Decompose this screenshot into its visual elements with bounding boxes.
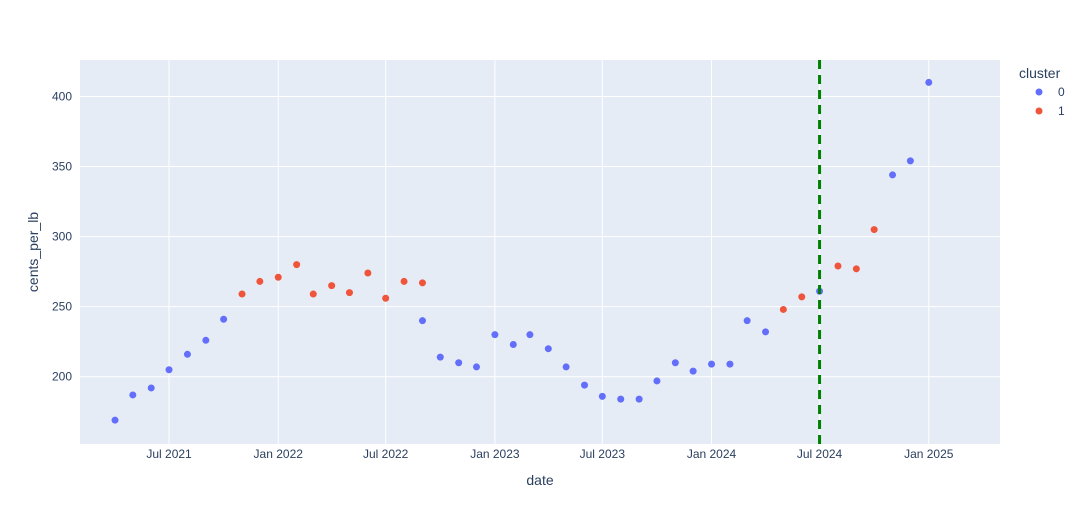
y-tick-label: 300 bbox=[52, 230, 72, 244]
data-point-cluster-1[interactable] bbox=[400, 277, 408, 285]
y-tick-label: 350 bbox=[52, 160, 72, 174]
plot-background bbox=[80, 60, 1000, 444]
x-tick-label: Jan 2023 bbox=[470, 447, 520, 461]
data-point-cluster-1[interactable] bbox=[418, 279, 426, 287]
data-point-cluster-0[interactable] bbox=[472, 363, 480, 371]
legend-title: cluster bbox=[1019, 65, 1061, 81]
data-point-cluster-0[interactable] bbox=[581, 381, 589, 389]
data-point-cluster-0[interactable] bbox=[147, 384, 155, 392]
data-point-cluster-0[interactable] bbox=[436, 353, 444, 361]
data-point-cluster-0[interactable] bbox=[111, 416, 119, 424]
y-tick-label: 250 bbox=[52, 300, 72, 314]
data-point-cluster-1[interactable] bbox=[345, 289, 353, 297]
data-points[interactable] bbox=[111, 78, 933, 424]
data-point-cluster-0[interactable] bbox=[526, 331, 534, 339]
data-point-cluster-0[interactable] bbox=[743, 317, 751, 325]
x-tick-label: Jan 2022 bbox=[254, 447, 304, 461]
data-point-cluster-0[interactable] bbox=[689, 367, 697, 375]
data-point-cluster-1[interactable] bbox=[328, 282, 336, 290]
data-point-cluster-0[interactable] bbox=[671, 359, 679, 367]
legend-label-1[interactable]: 1 bbox=[1058, 104, 1065, 118]
x-tick-label: Jul 2021 bbox=[146, 447, 192, 461]
legend-marker-0[interactable] bbox=[1035, 88, 1043, 96]
data-point-cluster-1[interactable] bbox=[852, 265, 860, 273]
data-point-cluster-1[interactable] bbox=[382, 294, 390, 302]
x-tick-label: Jul 2022 bbox=[363, 447, 409, 461]
data-point-cluster-0[interactable] bbox=[220, 315, 228, 323]
data-point-cluster-0[interactable] bbox=[726, 360, 734, 368]
data-point-cluster-1[interactable] bbox=[238, 290, 246, 298]
x-tick-label: Jul 2023 bbox=[580, 447, 626, 461]
x-axis-ticks: Jul 2021 Jan 2022 Jul 2022 Jan 2023 Jul 2023… bbox=[146, 447, 953, 461]
data-point-cluster-0[interactable] bbox=[617, 395, 625, 403]
data-point-cluster-0[interactable] bbox=[129, 391, 137, 399]
data-point-cluster-0[interactable] bbox=[635, 395, 643, 403]
data-point-cluster-1[interactable] bbox=[870, 226, 878, 234]
legend[interactable]: cluster 0 1 bbox=[1019, 65, 1065, 118]
x-tick-label: Jan 2024 bbox=[687, 447, 737, 461]
data-point-cluster-0[interactable] bbox=[165, 366, 173, 374]
data-point-cluster-0[interactable] bbox=[653, 377, 661, 385]
data-point-cluster-1[interactable] bbox=[274, 273, 282, 281]
data-point-cluster-0[interactable] bbox=[708, 360, 716, 368]
data-point-cluster-1[interactable] bbox=[834, 262, 842, 270]
x-axis-title: date bbox=[526, 472, 553, 488]
y-axis-ticks: 200 250 300 350 400 bbox=[52, 89, 72, 383]
data-point-cluster-0[interactable] bbox=[906, 157, 914, 165]
data-point-cluster-1[interactable] bbox=[798, 293, 806, 301]
data-point-cluster-0[interactable] bbox=[491, 331, 499, 339]
data-point-cluster-0[interactable] bbox=[202, 336, 210, 344]
data-point-cluster-1[interactable] bbox=[779, 305, 787, 313]
data-point-cluster-1[interactable] bbox=[364, 269, 372, 277]
legend-label-0[interactable]: 0 bbox=[1058, 85, 1065, 99]
data-point-cluster-0[interactable] bbox=[509, 340, 517, 348]
data-point-cluster-0[interactable] bbox=[562, 363, 570, 371]
data-point-cluster-1[interactable] bbox=[293, 261, 301, 269]
data-point-cluster-0[interactable] bbox=[455, 359, 463, 367]
data-point-cluster-0[interactable] bbox=[598, 392, 606, 400]
data-point-cluster-1[interactable] bbox=[256, 277, 264, 285]
data-point-cluster-0[interactable] bbox=[762, 328, 770, 336]
data-point-cluster-0[interactable] bbox=[418, 317, 426, 325]
x-tick-label: Jan 2025 bbox=[904, 447, 954, 461]
data-point-cluster-0[interactable] bbox=[183, 350, 191, 358]
data-point-cluster-0[interactable] bbox=[889, 171, 897, 179]
data-point-cluster-0[interactable] bbox=[544, 345, 552, 353]
data-point-cluster-1[interactable] bbox=[309, 290, 317, 298]
data-point-cluster-0[interactable] bbox=[925, 78, 933, 86]
y-tick-label: 200 bbox=[52, 370, 72, 384]
x-tick-label: Jul 2024 bbox=[797, 447, 843, 461]
y-axis-title: cents_per_lb bbox=[25, 212, 41, 292]
y-tick-label: 400 bbox=[52, 89, 72, 103]
legend-marker-1[interactable] bbox=[1035, 107, 1043, 115]
